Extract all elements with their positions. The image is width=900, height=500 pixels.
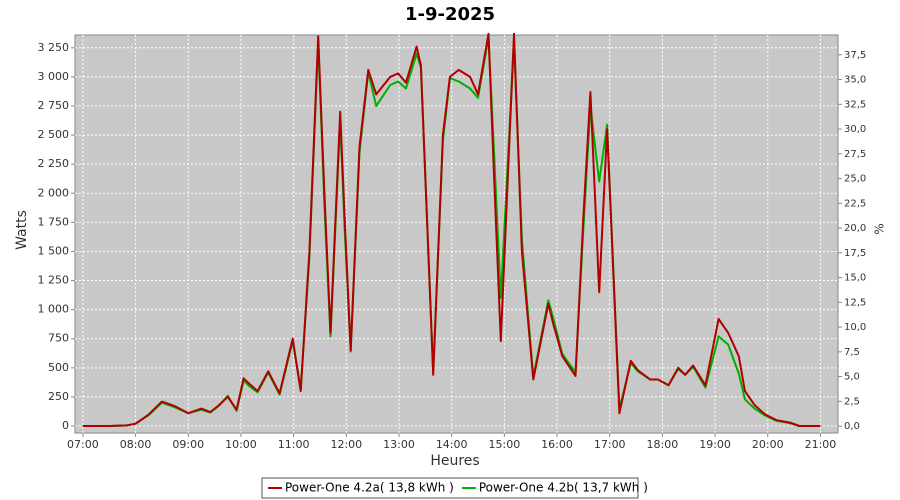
y-tick-label: 2 750: [38, 99, 70, 112]
x-tick-label: 14:00: [436, 438, 468, 451]
y-axis-label: Watts: [14, 210, 30, 250]
y-tick-label: 0: [62, 419, 69, 432]
y2-tick-label: 7,5: [844, 347, 860, 358]
x-tick-label: 16:00: [541, 438, 573, 451]
x-tick-label: 15:00: [489, 438, 521, 451]
y2-tick-label: 20,0: [844, 223, 866, 234]
y-tick-label: 1 500: [38, 244, 70, 257]
series-line: [82, 32, 821, 427]
x-tick-label: 21:00: [805, 438, 837, 451]
y-tick-label: 3 250: [38, 41, 70, 54]
y-tick-label: 2 500: [38, 128, 70, 141]
x-tick-label: 17:00: [594, 438, 626, 451]
x-tick-label: 13:00: [383, 438, 415, 451]
y2-tick-label: 12,5: [844, 297, 866, 308]
y2-tick-label: 32,5: [844, 99, 866, 110]
legend-label: Power-One 4.2a( 13,8 kWh ): [285, 481, 454, 495]
y-tick-label: 1 250: [38, 274, 70, 287]
y-tick-label: 1 750: [38, 215, 70, 228]
x-tick-label: 07:00: [67, 438, 99, 451]
y2-axis-label: %: [873, 223, 887, 234]
x-tick-label: 10:00: [225, 438, 257, 451]
y-tick-label: 750: [48, 332, 69, 345]
chart-title: 1-9-2025: [405, 4, 495, 25]
x-axis-label: Heures: [430, 453, 479, 469]
x-tick-label: 11:00: [278, 438, 310, 451]
y2-tick-label: 0,0: [844, 421, 860, 432]
y2-tick-label: 27,5: [844, 149, 866, 160]
y-tick-label: 250: [48, 390, 69, 403]
y2-tick-label: 37,5: [844, 50, 866, 61]
plot-area: [74, 34, 839, 434]
y2-tick-label: 10,0: [844, 322, 866, 333]
x-tick-label: 12:00: [330, 438, 362, 451]
y-tick-label: 500: [48, 361, 69, 374]
y-tick-label: 2 000: [38, 186, 70, 199]
x-tick-label: 09:00: [172, 438, 204, 451]
y2-tick-label: 22,5: [844, 198, 866, 209]
x-tick-label: 08:00: [120, 438, 152, 451]
y2-tick-label: 15,0: [844, 273, 866, 284]
x-tick-label: 19:00: [699, 438, 731, 451]
y-tick-label: 2 250: [38, 157, 70, 170]
y2-tick-label: 5,0: [844, 372, 860, 383]
y2-tick-label: 2,5: [844, 396, 860, 407]
y2-tick-label: 30,0: [844, 124, 866, 135]
x-tick-label: 18:00: [647, 438, 679, 451]
y-tick-label: 3 000: [38, 70, 70, 83]
legend-box: [261, 477, 639, 499]
y-tick-label: 1 000: [38, 303, 70, 316]
y2-tick-label: 35,0: [844, 75, 866, 86]
legend-label: Power-One 4.2b( 13,7 kWh ): [479, 481, 648, 495]
x-tick-label: 20:00: [752, 438, 784, 451]
y2-tick-label: 17,5: [844, 248, 866, 259]
y2-tick-label: 25,0: [844, 174, 866, 185]
